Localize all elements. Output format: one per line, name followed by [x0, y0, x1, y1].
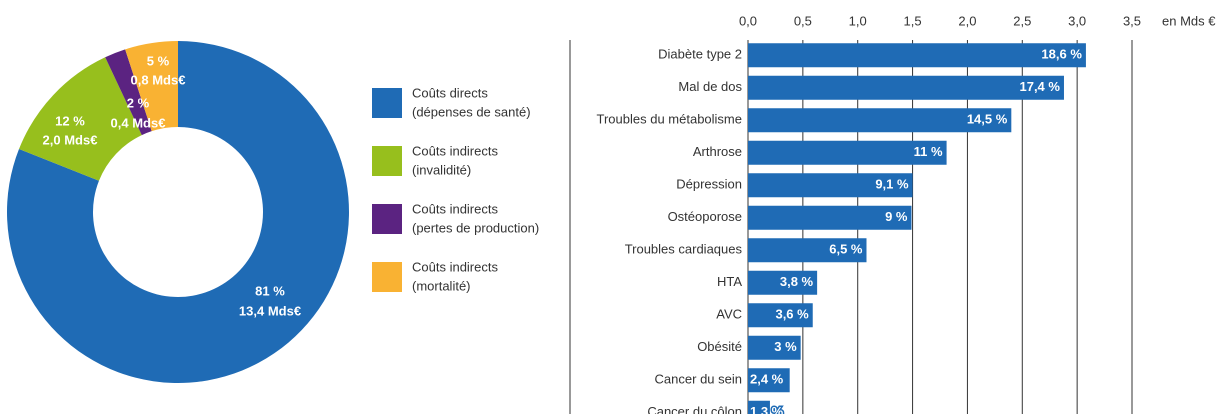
bar-label: 18,6 %	[1041, 47, 1082, 62]
legend-label: (dépenses de santé)	[412, 104, 531, 119]
bar	[748, 205, 912, 230]
legend-label: (pertes de production)	[412, 220, 539, 235]
bar-label: 11 %	[914, 144, 943, 159]
donut-slice	[105, 49, 152, 136]
slice-amount: 2,0 Mds€	[43, 132, 98, 147]
x-tick-label: 1,5	[904, 13, 922, 28]
x-tick-label: 0,5	[794, 13, 812, 28]
bar-label: 1,3 %	[750, 404, 784, 414]
bar-label: 9,1 %	[875, 177, 909, 192]
legend-swatch	[372, 146, 402, 176]
bar	[748, 108, 1012, 133]
donut-slice	[125, 41, 178, 132]
slice-label: 5 %	[147, 53, 170, 68]
y-tick-label: Cancer du sein	[655, 372, 742, 387]
legend-label: (invalidité)	[412, 162, 471, 177]
x-tick-label: 1,0	[849, 13, 867, 28]
y-tick-label: Mal de dos	[678, 79, 742, 94]
bar-label: 14,5 %	[967, 112, 1008, 127]
slice-amount: 0,4 Mds€	[111, 115, 166, 130]
bar	[748, 335, 801, 360]
legend-label: (mortalité)	[412, 278, 471, 293]
legend-label: Coûts indirects	[412, 259, 498, 274]
y-tick-label: AVC	[716, 307, 742, 322]
legend-swatch	[372, 262, 402, 292]
x-tick-label: 2,5	[1013, 13, 1031, 28]
bar-label: 6,5 %	[829, 242, 863, 257]
x-tick-label: 3,5	[1123, 13, 1141, 28]
y-tick-label: Troubles du métabolisme	[597, 112, 742, 127]
bar	[748, 43, 1086, 68]
bar	[748, 303, 813, 328]
bar	[748, 75, 1064, 100]
bar	[748, 400, 770, 414]
legend-swatch	[372, 204, 402, 234]
x-tick-label: 0,0	[739, 13, 757, 28]
bar-label: 17,4 %	[1019, 79, 1060, 94]
bar	[748, 368, 790, 393]
slice-label: 2 %	[127, 95, 150, 110]
y-tick-label: Troubles cardiaques	[625, 242, 743, 257]
y-tick-label: Cancer du côlon	[647, 404, 742, 414]
donut-slice	[6, 41, 350, 383]
y-tick-label: Obésité	[697, 339, 742, 354]
y-tick-label: Dépression	[676, 177, 742, 192]
slice-label: 81 %	[255, 283, 285, 298]
x-tick-label: 3,0	[1068, 13, 1086, 28]
bar-label: 3 %	[774, 339, 797, 354]
legend-label: Coûts directs	[412, 85, 488, 100]
y-tick-label: Diabète type 2	[658, 47, 742, 62]
bar	[748, 238, 867, 263]
bar	[748, 270, 818, 295]
slice-amount: 13,4 Mds€	[239, 303, 301, 318]
slice-amount: 0,8 Mds€	[131, 72, 186, 87]
x-tick-label: 2,0	[958, 13, 976, 28]
bar-label: 9 %	[885, 209, 908, 224]
x-axis-label: en Mds €	[1162, 13, 1216, 28]
legend-label: Coûts indirects	[412, 201, 498, 216]
bar	[748, 173, 913, 198]
bar	[748, 140, 947, 165]
bar-label: 3,6 %	[775, 307, 809, 322]
y-tick-label: Ostéoporose	[668, 209, 742, 224]
y-tick-label: HTA	[717, 274, 742, 289]
y-tick-label: Arthrose	[693, 144, 742, 159]
legend-label: Coûts indirects	[412, 143, 498, 158]
bar-label: 2,4 %	[750, 372, 784, 387]
donut-slice	[19, 57, 142, 181]
slice-label: 12 %	[55, 113, 85, 128]
bar-label: 3,8 %	[780, 274, 814, 289]
legend-swatch	[372, 88, 402, 118]
